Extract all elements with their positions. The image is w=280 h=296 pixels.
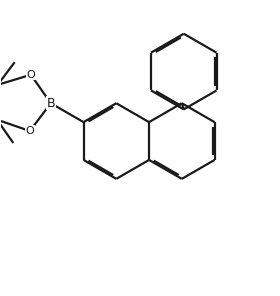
Text: B: B bbox=[46, 97, 55, 110]
Text: O: O bbox=[27, 70, 35, 80]
Text: O: O bbox=[25, 126, 34, 136]
